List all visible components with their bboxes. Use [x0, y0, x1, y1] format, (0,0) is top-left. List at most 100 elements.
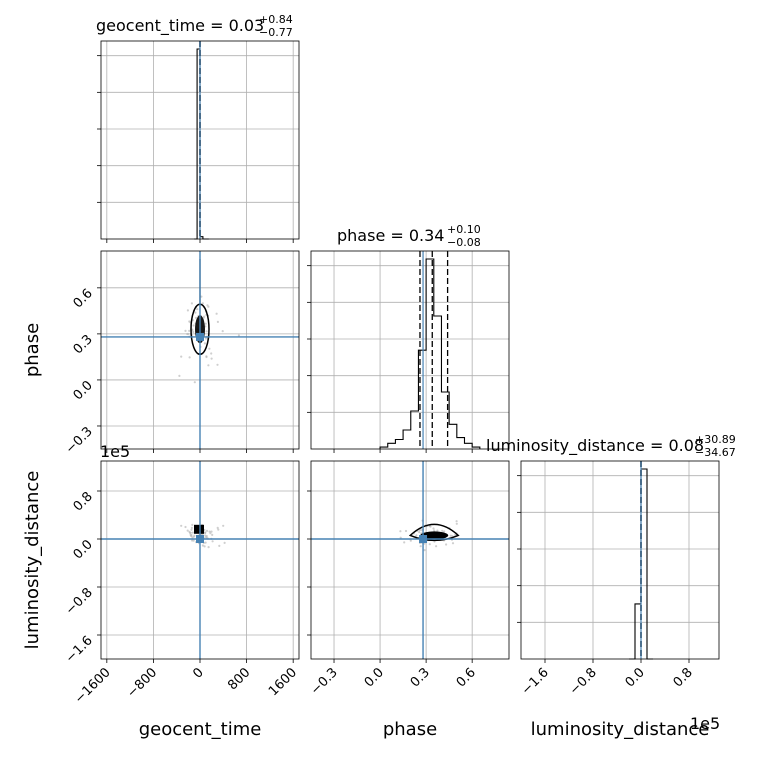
pair-phase-vs-luminosity-distance-point-60: [423, 549, 426, 552]
pair-phase-vs-luminosity-distance-point-52: [423, 542, 426, 545]
pair-phase-vs-luminosity-distance-point-30: [403, 541, 406, 544]
pair-geocent-time-vs-luminosity-distance-point-48: [201, 544, 204, 547]
hist-luminosity-distance-xticklabel-3: 0.8: [671, 665, 696, 690]
pair-geocent-time-vs-luminosity-distance-point-28: [222, 524, 225, 527]
pair-phase-vs-luminosity-distance-point-37: [436, 529, 439, 532]
pair-geocent-time-vs-luminosity-distance-point-31: [205, 529, 209, 533]
pair-geocent-time-vs-phase-point-10: [204, 322, 207, 325]
pair-geocent-time-vs-luminosity-distance-point-62: [204, 536, 208, 539]
pair-geocent-time-vs-luminosity-distance-contour-inner: [194, 524, 204, 534]
pair-geocent-time-vs-phase-point-62: [193, 381, 196, 384]
hist-phase-bg: [311, 251, 509, 449]
pair-geocent-time-vs-luminosity-distance-point-23: [203, 545, 206, 548]
pair-geocent-time-vs-phase-point-12: [203, 315, 206, 318]
pair-geocent-time-vs-phase-point-69: [186, 332, 189, 336]
pair-phase-vs-luminosity-distance-point-45: [415, 534, 418, 537]
pair-geocent-time-vs-luminosity-distance-point-59: [217, 528, 220, 531]
pair-geocent-time-vs-luminosity-distance-frame: [100, 460, 300, 660]
pair-geocent-time-vs-phase-point-29: [178, 374, 181, 377]
pair-geocent-time-vs-phase-yticklabel-3: 0.6: [71, 286, 96, 311]
pair-geocent-time-vs-luminosity-distance-yticklabel-1: −0.8: [63, 585, 96, 618]
pair-geocent-time-vs-luminosity-distance-yticklabel-2: 0.0: [71, 537, 96, 562]
pair-phase-vs-luminosity-distance-point-14: [418, 531, 421, 534]
pair-geocent-time-vs-luminosity-distance-point-58: [191, 539, 194, 542]
pair-phase-vs-luminosity-distance-point-7: [432, 527, 435, 530]
pair-geocent-time-vs-phase-point-66: [186, 309, 189, 312]
title-phase-upper: +0.10: [447, 223, 481, 236]
pair-geocent-time-vs-luminosity-distance-point-68: [191, 523, 194, 527]
pair-geocent-time-vs-phase-point-21: [180, 355, 183, 358]
pair-geocent-time-vs-luminosity-distance-xticklabel-0: −1600: [72, 665, 114, 707]
pair-phase-vs-luminosity-distance-bg: [311, 461, 509, 659]
title-phase-lower: −0.08: [447, 236, 481, 249]
hist-phase-step: [379, 258, 481, 449]
pair-phase-vs-luminosity-distance-point-54: [399, 530, 402, 533]
pair-phase-vs-luminosity-distance-point-8: [399, 536, 402, 539]
pair-geocent-time-vs-phase-point-61: [188, 329, 191, 332]
pair-phase-vs-luminosity-distance-point-51: [404, 529, 408, 533]
hist-phase-frame: [310, 250, 510, 450]
pair-phase-vs-luminosity-distance-point-6: [441, 529, 444, 532]
pair-geocent-time-vs-phase-point-37: [192, 324, 195, 327]
xlabel-phase: phase: [383, 719, 437, 740]
pair-geocent-time-vs-luminosity-distance-point-0: [211, 540, 214, 543]
pair-geocent-time-vs-phase-point-54: [208, 347, 211, 350]
pair-geocent-time-vs-luminosity-distance-point-33: [190, 528, 193, 531]
title-luminosity-distance-lower: −34.67: [695, 446, 736, 459]
pair-geocent-time-vs-phase-point-63: [210, 352, 213, 355]
pair-phase-vs-luminosity-distance-xticklabel-3: 0.6: [454, 665, 479, 690]
pair-geocent-time-vs-phase-point-58: [205, 355, 208, 359]
pair-geocent-time-vs-luminosity-distance-point-9: [223, 541, 226, 545]
pair-geocent-time-vs-phase-point-46: [188, 320, 191, 323]
pair-geocent-time-vs-luminosity-distance-point-16: [180, 524, 183, 527]
pair-geocent-time-vs-luminosity-distance-point-36: [218, 544, 221, 548]
pair-geocent-time-vs-phase-point-68: [204, 337, 207, 340]
pair-phase-vs-luminosity-distance-point-65: [433, 529, 436, 532]
ylabel-luminosity-distance: luminosity_distance: [22, 471, 43, 650]
pair-geocent-time-vs-luminosity-distance-point-26: [216, 526, 219, 530]
pair-geocent-time-vs-luminosity-distance-point-67: [191, 536, 194, 539]
pair-geocent-time-vs-luminosity-distance-truth-marker: [196, 535, 204, 543]
pair-geocent-time-vs-phase-frame: [100, 250, 300, 450]
pair-geocent-time-vs-luminosity-distance-xticklabel-4: 1600: [266, 665, 300, 699]
title-geocent-time: geocent_time = 0.03: [96, 16, 264, 36]
pair-geocent-time-vs-phase-point-20: [203, 342, 206, 345]
pair-geocent-time-vs-phase-point-31: [216, 320, 219, 323]
pair-phase-vs-luminosity-distance-point-56: [419, 545, 422, 548]
pair-phase-vs-luminosity-distance-point-36: [455, 520, 458, 523]
hist-geocent-time-frame: [100, 40, 300, 240]
pair-phase-vs-luminosity-distance-point-40: [418, 529, 421, 532]
pair-phase-vs-luminosity-distance-xticklabel-1: 0.0: [362, 665, 387, 690]
pair-geocent-time-vs-phase-yticklabel-1: 0.0: [71, 378, 96, 403]
pair-geocent-time-vs-phase-point-32: [201, 302, 204, 305]
pair-phase-vs-luminosity-distance-point-19: [435, 545, 438, 548]
pair-geocent-time-vs-phase-point-42: [205, 330, 208, 333]
pair-phase-vs-luminosity-distance-point-64: [455, 522, 458, 525]
pair-geocent-time-vs-luminosity-distance-xticklabel-2: 0: [190, 665, 206, 681]
pair-geocent-time-vs-phase-point-60: [215, 312, 218, 315]
pair-geocent-time-vs-luminosity-distance-point-19: [191, 531, 194, 534]
pair-phase-vs-luminosity-distance-xticklabel-0: −0.3: [308, 665, 341, 698]
pair-geocent-time-vs-phase-point-34: [210, 357, 213, 360]
pair-geocent-time-vs-phase-point-5: [200, 295, 203, 298]
pair-geocent-time-vs-luminosity-distance-point-56: [204, 541, 207, 544]
pair-geocent-time-vs-phase-point-14: [196, 308, 199, 311]
title-geocent-time-lower: −0.77: [259, 26, 293, 39]
hist-luminosity-distance-xticklabel-1: −0.8: [567, 665, 600, 698]
pair-geocent-time-vs-phase-point-26: [221, 330, 224, 333]
pair-geocent-time-vs-luminosity-distance-point-34: [207, 546, 210, 549]
pair-geocent-time-vs-phase-point-39: [194, 311, 197, 314]
pair-geocent-time-vs-phase-point-59: [207, 305, 210, 308]
pair-phase-vs-luminosity-distance-contour-inner: [420, 531, 449, 540]
pair-geocent-time-vs-luminosity-distance-xticklabel-1: −800: [124, 665, 160, 701]
ylabel-phase: phase: [22, 323, 43, 377]
pair-phase-vs-luminosity-distance-point-18: [449, 534, 452, 537]
pair-phase-vs-luminosity-distance-point-43: [454, 533, 457, 537]
pair-geocent-time-vs-phase-point-40: [194, 316, 198, 319]
pair-geocent-time-vs-phase-point-15: [184, 329, 187, 332]
title-luminosity-distance: luminosity_distance = 0.08: [486, 436, 704, 456]
pair-geocent-time-vs-luminosity-distance-point-40: [211, 533, 214, 537]
title-geocent-time-upper: +0.84: [259, 13, 293, 26]
pair-phase-vs-luminosity-distance-xticklabel-2: 0.3: [408, 665, 433, 690]
